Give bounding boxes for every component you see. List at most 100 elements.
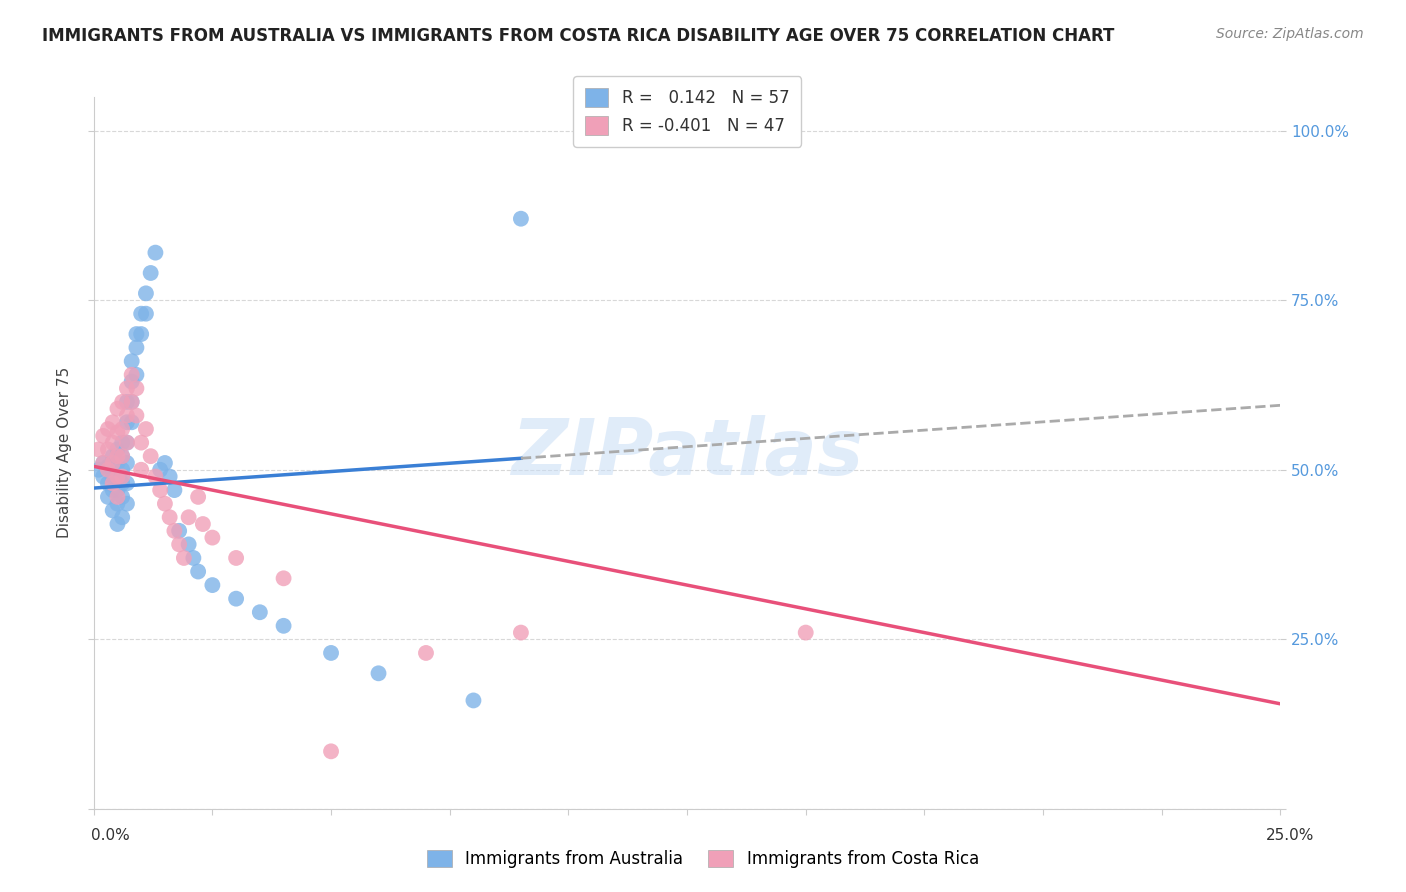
Point	[115, 435, 138, 450]
Point	[153, 497, 176, 511]
Point	[97, 422, 120, 436]
Point	[225, 551, 247, 566]
Point	[107, 401, 129, 416]
Point	[115, 497, 138, 511]
Point	[139, 266, 162, 280]
Point	[163, 483, 186, 497]
Point	[115, 381, 138, 395]
Point	[87, 442, 110, 457]
Legend: R =   0.142   N = 57, R = -0.401   N = 47: R = 0.142 N = 57, R = -0.401 N = 47	[574, 77, 801, 146]
Point	[135, 422, 157, 436]
Point	[463, 693, 485, 707]
Point	[107, 469, 129, 483]
Point	[101, 449, 124, 463]
Point	[107, 442, 129, 457]
Point	[367, 666, 389, 681]
Point	[97, 442, 120, 457]
Point	[107, 483, 129, 497]
Point	[183, 551, 205, 566]
Point	[97, 463, 120, 477]
Point	[125, 327, 148, 342]
Point	[145, 245, 167, 260]
Point	[111, 395, 134, 409]
Point	[101, 456, 124, 470]
Point	[177, 510, 200, 524]
Point	[101, 469, 124, 483]
Point	[125, 409, 148, 423]
Point	[249, 605, 271, 619]
Point	[121, 354, 143, 368]
Point	[794, 625, 817, 640]
Point	[91, 456, 114, 470]
Point	[125, 368, 148, 382]
Point	[159, 469, 181, 483]
Point	[163, 524, 186, 538]
Point	[125, 381, 148, 395]
Point	[111, 469, 134, 483]
Point	[509, 625, 531, 640]
Point	[159, 510, 181, 524]
Text: 0.0%: 0.0%	[91, 828, 131, 843]
Point	[319, 744, 342, 758]
Point	[107, 516, 129, 531]
Point	[101, 503, 124, 517]
Point	[115, 476, 138, 491]
Point	[177, 537, 200, 551]
Point	[97, 476, 120, 491]
Point	[107, 497, 129, 511]
Point	[101, 483, 124, 497]
Point	[115, 415, 138, 429]
Point	[201, 578, 224, 592]
Point	[167, 537, 190, 551]
Point	[121, 395, 143, 409]
Point	[91, 456, 114, 470]
Point	[129, 327, 152, 342]
Point	[111, 422, 134, 436]
Point	[225, 591, 247, 606]
Point	[107, 469, 129, 483]
Point	[129, 307, 152, 321]
Point	[115, 395, 138, 409]
Point	[509, 211, 531, 226]
Point	[173, 551, 195, 566]
Point	[135, 307, 157, 321]
Point	[111, 449, 134, 463]
Point	[101, 435, 124, 450]
Point	[121, 395, 143, 409]
Point	[121, 375, 143, 389]
Legend: Immigrants from Australia, Immigrants from Costa Rica: Immigrants from Australia, Immigrants fr…	[420, 843, 986, 875]
Point	[319, 646, 342, 660]
Point	[125, 341, 148, 355]
Point	[115, 409, 138, 423]
Point	[107, 425, 129, 440]
Point	[111, 476, 134, 491]
Point	[415, 646, 437, 660]
Point	[273, 619, 295, 633]
Point	[135, 286, 157, 301]
Point	[145, 469, 167, 483]
Point	[121, 415, 143, 429]
Point	[191, 516, 214, 531]
Point	[115, 456, 138, 470]
Point	[115, 435, 138, 450]
Point	[273, 571, 295, 585]
Text: Source: ZipAtlas.com: Source: ZipAtlas.com	[1216, 27, 1364, 41]
Point	[97, 490, 120, 504]
Text: 25.0%: 25.0%	[1267, 828, 1315, 843]
Point	[187, 565, 209, 579]
Point	[107, 449, 129, 463]
Point	[167, 524, 190, 538]
Point	[129, 463, 152, 477]
Point	[129, 435, 152, 450]
Point	[87, 463, 110, 477]
Point	[111, 510, 134, 524]
Point	[111, 490, 134, 504]
Text: ZIPatlas: ZIPatlas	[510, 415, 863, 491]
Point	[107, 456, 129, 470]
Point	[107, 490, 129, 504]
Point	[139, 449, 162, 463]
Point	[153, 456, 176, 470]
Y-axis label: Disability Age Over 75: Disability Age Over 75	[58, 368, 72, 539]
Point	[111, 449, 134, 463]
Point	[111, 435, 134, 450]
